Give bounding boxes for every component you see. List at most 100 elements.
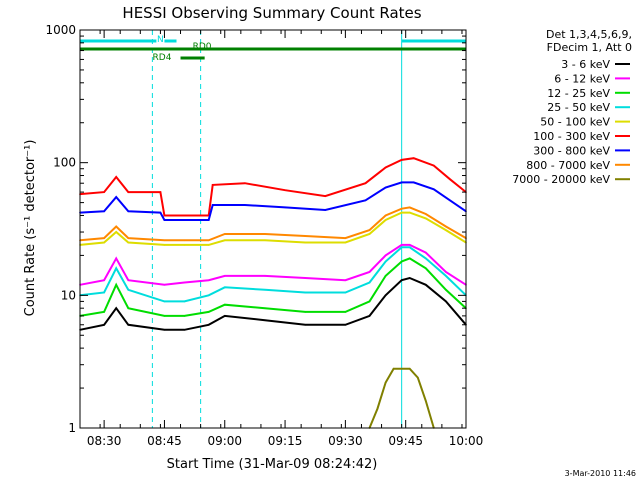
data-point: [103, 311, 105, 313]
data-point: [103, 210, 105, 213]
data-point: [163, 300, 166, 303]
data-point: [163, 315, 166, 317]
data-point: [127, 210, 130, 213]
data-point: [183, 315, 186, 317]
legend-item: 300 - 800 keV: [533, 144, 630, 157]
data-point: [384, 254, 387, 257]
x-tick-label: 08:45: [147, 434, 182, 448]
data-point: [384, 166, 387, 169]
x-tick-label: 10:00: [449, 434, 484, 448]
night-label: N: [157, 35, 164, 45]
data-point: [364, 199, 367, 202]
data-point: [408, 206, 411, 209]
data-point: [207, 324, 210, 326]
data-point: [324, 209, 327, 211]
data-point: [425, 284, 427, 286]
data-point: [376, 407, 379, 410]
data-point: [127, 289, 130, 291]
data-point: [368, 229, 371, 231]
data-point: [449, 178, 451, 180]
x-tick-label: 09:30: [328, 434, 363, 448]
data-point: [163, 244, 166, 246]
plot-frame: [79, 29, 467, 429]
annotations-layer: N RD0 RD4: [80, 30, 467, 428]
series-line: [79, 246, 467, 303]
series-5: [79, 157, 467, 217]
y-tick-label: 1000: [45, 23, 76, 37]
data-point: [127, 279, 130, 282]
data-point: [344, 279, 347, 282]
data-point: [408, 211, 411, 214]
legend-label: 3 - 6 keV: [561, 58, 610, 71]
data-point: [264, 307, 266, 310]
data-point: [324, 195, 327, 197]
x-axis-label: Start Time (31-Mar-09 08:24:42): [167, 457, 378, 472]
x-tick-label: 09:15: [268, 434, 303, 448]
legend-item: 7000 - 20000 keV: [512, 173, 630, 186]
data-point: [207, 219, 210, 221]
data-point: [304, 277, 307, 279]
data-point: [368, 233, 371, 235]
legend-label: 25 - 50 keV: [547, 101, 610, 114]
data-point: [103, 191, 105, 193]
series-line: [79, 243, 467, 286]
y-tick-label: 100: [53, 156, 76, 170]
data-point: [211, 184, 214, 186]
data-point: [400, 211, 403, 214]
data-point: [344, 291, 347, 294]
data-point: [264, 275, 266, 277]
data-point: [115, 267, 117, 270]
data-point: [183, 300, 186, 303]
data-point: [433, 188, 435, 191]
data-point: [368, 281, 371, 284]
data-point: [364, 182, 367, 184]
x-tick-label: 08:30: [87, 434, 122, 448]
data-point: [103, 291, 105, 294]
data-point: [284, 206, 286, 209]
legend-item: 25 - 50 keV: [547, 101, 630, 114]
legend-label: 800 - 7000 keV: [526, 159, 610, 172]
legend-header: FDecim 1, Att 0: [547, 41, 632, 54]
data-point: [183, 329, 186, 331]
data-point: [264, 239, 266, 242]
series-2: [79, 257, 467, 317]
data-point: [425, 400, 427, 402]
data-point: [284, 189, 286, 191]
data-point: [115, 284, 117, 286]
legend-label: 100 - 300 keV: [533, 130, 610, 143]
data-point: [384, 294, 387, 297]
data-point: [163, 284, 166, 286]
data-point: [103, 237, 105, 239]
y-axis-label: Count Rate (s⁻¹ detector⁻¹): [23, 140, 38, 317]
data-point: [425, 257, 427, 260]
legend-label: 7000 - 20000 keV: [512, 173, 610, 186]
data-point: [384, 214, 387, 217]
data-point: [400, 279, 403, 282]
legend-label: 6 - 12 keV: [554, 72, 610, 85]
data-point: [392, 367, 395, 370]
data-point: [384, 186, 387, 189]
data-point: [408, 367, 411, 370]
x-tick-label: 09:45: [388, 434, 423, 448]
data-point: [368, 315, 371, 317]
data-point: [400, 207, 403, 210]
data-point: [115, 176, 117, 178]
legend-item: 800 - 7000 keV: [526, 159, 630, 172]
data-point: [115, 307, 117, 310]
rd4-label: RD4: [153, 53, 172, 63]
data-point: [445, 289, 447, 291]
data-point: [224, 315, 226, 317]
data-point: [127, 241, 130, 244]
data-point: [344, 237, 347, 239]
series-line: [79, 157, 467, 217]
data-point: [163, 219, 166, 221]
data-point: [115, 257, 117, 260]
data-point: [445, 300, 447, 303]
data-point: [445, 229, 447, 231]
data-point: [127, 324, 130, 326]
data-point: [264, 233, 266, 235]
data-point: [159, 211, 162, 214]
data-point: [412, 181, 415, 184]
data-point: [127, 191, 130, 193]
data-point: [127, 307, 130, 310]
